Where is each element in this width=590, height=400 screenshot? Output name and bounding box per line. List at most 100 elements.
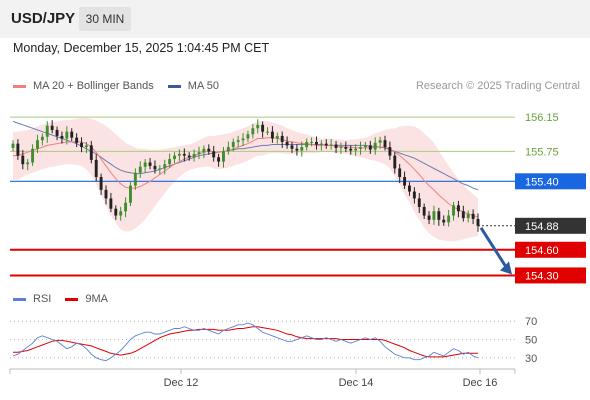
candle-body <box>50 125 54 130</box>
legend-label-rsi: RSI <box>33 293 52 305</box>
candle-body <box>84 145 88 148</box>
candle-body <box>339 147 343 149</box>
copyright-text: Research © 2025 Trading Central <box>415 80 580 92</box>
candle-body <box>231 141 235 148</box>
rsi-9ma-line <box>13 326 478 358</box>
candle-body <box>222 151 225 162</box>
level-155-40-label: 155.40 <box>525 176 559 188</box>
candle-body <box>26 162 30 165</box>
candle-body <box>461 211 465 219</box>
candle-body <box>270 131 274 139</box>
candle-body <box>251 128 255 135</box>
candle-body <box>324 143 328 146</box>
candle-body <box>138 166 142 173</box>
candle-body <box>305 141 309 148</box>
candle-body <box>256 124 260 129</box>
candle-body <box>109 198 113 209</box>
candle-body <box>246 134 250 139</box>
candle-body <box>177 153 181 156</box>
top-bar: USD/JPY 30 MIN <box>0 0 590 38</box>
candle-body <box>476 218 480 226</box>
rsi-tick-50: 50 <box>525 335 537 347</box>
x-tick-label-dec-12: Dec 12 <box>164 377 199 389</box>
candle-body <box>329 144 333 146</box>
candle-body <box>300 147 304 151</box>
level-155-40-box <box>515 173 586 190</box>
candle-body <box>182 153 186 156</box>
candle-body <box>45 125 49 137</box>
candle-body <box>207 148 211 152</box>
candle-body <box>158 168 162 170</box>
candle-body <box>202 148 206 153</box>
candle-body <box>163 164 167 169</box>
candle-body <box>236 140 240 142</box>
candle-body <box>310 141 314 143</box>
candle-body <box>153 165 157 170</box>
candle-body <box>119 211 123 216</box>
candle-body <box>466 213 470 219</box>
legend-swatch-ma20 <box>13 84 26 88</box>
level-154-60-box <box>515 241 586 258</box>
candle-body <box>393 155 397 169</box>
candle-body <box>212 151 216 158</box>
candle-body <box>359 147 362 149</box>
legend-label-9ma: 9MA <box>85 293 108 305</box>
rsi-tick-30: 30 <box>525 353 537 365</box>
candle-body <box>388 147 392 156</box>
candle-body <box>104 189 108 199</box>
candle-body <box>114 208 118 216</box>
candle-body <box>148 162 152 166</box>
candle-body <box>373 142 377 150</box>
candle-body <box>80 142 83 148</box>
candle-body <box>89 145 93 160</box>
rsi-tick-70: 70 <box>525 316 537 328</box>
candle-body <box>417 198 421 207</box>
candle-body <box>368 145 372 150</box>
candle-body <box>55 129 59 136</box>
candle-body <box>422 206 426 216</box>
candle-body <box>124 202 128 212</box>
candle-body <box>36 140 39 149</box>
symbol-title: USD/JPY <box>11 10 76 27</box>
level-156-15-label: 156.15 <box>525 112 559 124</box>
candle-body <box>290 145 294 149</box>
candle-body <box>168 159 172 165</box>
candle-body <box>383 140 387 148</box>
candle-body <box>378 140 382 143</box>
candle-body <box>129 185 132 203</box>
rsi-line <box>12 322 479 362</box>
candle-body <box>275 135 279 139</box>
candle-body <box>427 215 431 220</box>
candle-body <box>285 141 289 146</box>
bollinger-band <box>13 118 478 242</box>
candle-body <box>398 168 402 178</box>
timeframe-button[interactable]: 30 MIN <box>79 7 131 31</box>
candle-body <box>403 177 407 186</box>
candle-body <box>319 143 323 145</box>
level-154-88-box <box>515 217 586 234</box>
candle-body <box>99 177 103 190</box>
candle-body <box>452 205 455 216</box>
legend-swatch-ma50 <box>167 84 181 88</box>
candle-body <box>344 147 348 149</box>
candle-body <box>354 148 358 151</box>
forecast-arrow-shaft <box>479 226 509 270</box>
forecast-arrow-head <box>500 261 512 275</box>
candle-body <box>94 159 98 178</box>
legend-swatch-9ma <box>65 297 79 301</box>
chart-timestamp: Monday, December 15, 2025 1:04:45 PM CET <box>13 41 270 55</box>
candle-body <box>349 148 353 151</box>
candle-body <box>447 215 451 223</box>
level-154-30-label: 154.30 <box>525 270 559 282</box>
x-tick-label-dec-14: Dec 14 <box>339 377 374 389</box>
candle-body <box>65 131 69 139</box>
candle-body <box>11 143 15 148</box>
legend-label-ma50: MA 50 <box>187 80 219 92</box>
legend-label-ma20: MA 20 + Bollinger Bands <box>33 80 154 92</box>
level-154-30-box <box>515 267 586 284</box>
candle-body <box>226 147 230 152</box>
candle-body <box>187 155 191 158</box>
candle-body <box>471 213 475 219</box>
candle-body <box>143 162 147 167</box>
